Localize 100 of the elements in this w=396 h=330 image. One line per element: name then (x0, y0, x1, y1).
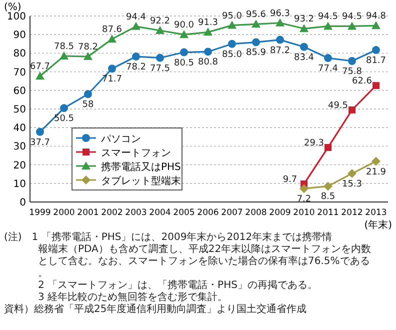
point (348, 57, 356, 66)
point (228, 40, 236, 48)
legend-label: パソコン (100, 134, 141, 145)
point (252, 20, 260, 28)
data-label: 90.0 (174, 20, 194, 31)
data-label: 78.2 (126, 62, 146, 73)
x-tick-label: 2008 (245, 208, 267, 218)
data-label: 95.0 (222, 11, 242, 22)
text: 2 「スマートフォン」は、「携帯電話・PHS」の再掲である。 (38, 279, 318, 291)
point (300, 24, 308, 32)
x-tick-label: 2006 (197, 208, 219, 218)
point (36, 128, 44, 136)
x-tick-label: 2007 (221, 208, 243, 218)
point (372, 156, 380, 166)
x-tick-label: 1999 (29, 208, 51, 218)
data-label: 21.9 (366, 167, 386, 178)
data-label: 93.2 (294, 14, 314, 25)
y-tick-label: 20 (13, 160, 26, 172)
data-label: 94.5 (342, 12, 362, 22)
data-label: 87.2 (270, 46, 290, 56)
text: 資料）総務省「平成25年度通信利用動向調査」より国土交通省作成 (4, 303, 307, 315)
data-label: 85.9 (246, 48, 266, 58)
point (324, 144, 332, 151)
data-label: 29.3 (304, 138, 324, 148)
point (156, 26, 164, 34)
data-label: 7.2 (296, 194, 312, 205)
data-label: 50.5 (54, 114, 74, 124)
x-tick-label: 2011 (317, 208, 339, 218)
point (372, 21, 380, 30)
point (372, 82, 380, 90)
data-label: 94.5 (318, 12, 338, 22)
text: 3 経年比較のため無回答を含む形で集計。 (38, 291, 228, 303)
point (348, 22, 356, 30)
x-tick-label: 2013 (365, 208, 387, 218)
point (204, 48, 212, 56)
data-label: 94.8 (366, 12, 386, 22)
x-tick-label: 2003 (125, 208, 147, 218)
data-label: 15.3 (342, 180, 362, 190)
data-label: 77.4 (318, 64, 338, 74)
y-axis-title: (%) (4, 2, 22, 13)
x-tick-label: 2009 (269, 208, 291, 218)
data-label: 78.2 (78, 42, 98, 53)
x-tick-label: 2010 (293, 208, 315, 218)
x-tick-label: 2000 (53, 208, 75, 218)
y-tick-label: 70 (13, 67, 26, 78)
legend-label: タブレット型端末 (101, 175, 181, 187)
y-tick-label: 30 (13, 142, 26, 153)
data-label: 80.5 (174, 58, 194, 68)
y-tick-label: 0 (20, 198, 26, 208)
point (324, 54, 332, 62)
point (84, 52, 92, 60)
point (180, 30, 188, 38)
point (36, 72, 44, 80)
point (60, 104, 68, 112)
data-label: 91.3 (198, 18, 218, 28)
point (276, 18, 284, 26)
point (108, 34, 116, 43)
x-tick-label: 2004 (149, 208, 171, 218)
y-tick-label: 10 (13, 178, 26, 190)
point (348, 106, 356, 114)
data-label: 95.6 (246, 10, 266, 20)
data-label: 83.4 (294, 52, 314, 63)
point (132, 22, 140, 30)
point (324, 22, 332, 30)
data-label: 8.5 (320, 192, 336, 202)
point (84, 90, 92, 98)
y-tick-label: 40 (13, 123, 26, 134)
data-label: 80.8 (198, 58, 218, 68)
data-label: 94.4 (126, 12, 146, 22)
legend-label: 携帯電話又はPHS (101, 161, 181, 173)
data-label: 81.7 (366, 56, 386, 66)
point (300, 42, 308, 51)
y-tick-label: 60 (13, 86, 26, 97)
point (228, 20, 236, 29)
y-tick-label: 100 (6, 12, 26, 22)
point (348, 169, 356, 178)
point (108, 64, 116, 73)
point (300, 184, 308, 194)
data-label: 85.0 (222, 50, 242, 60)
point (132, 52, 140, 61)
data-label: 62.6 (352, 76, 372, 87)
point (252, 38, 260, 46)
x-tick-label: 2005 (173, 208, 195, 218)
data-label: 67.7 (30, 62, 50, 72)
data-label: 87.6 (102, 25, 122, 36)
data-label: 49.5 (328, 100, 348, 111)
x-tick-label: 2002 (101, 208, 123, 218)
point (324, 182, 332, 191)
data-label: 37.7 (30, 138, 50, 148)
data-label: 75.8 (342, 67, 362, 78)
data-label: 71.7 (102, 74, 122, 85)
x-tick-label: 2012 (341, 208, 363, 218)
data-label: 9.7 (282, 174, 298, 185)
data-label: 58 (82, 100, 94, 110)
data-label: 92.2 (150, 16, 170, 27)
point (372, 46, 380, 54)
data-label: 78.5 (54, 42, 74, 52)
data-label: 96.3 (270, 8, 290, 19)
point (276, 36, 284, 44)
y-tick-label: 80 (13, 48, 26, 60)
